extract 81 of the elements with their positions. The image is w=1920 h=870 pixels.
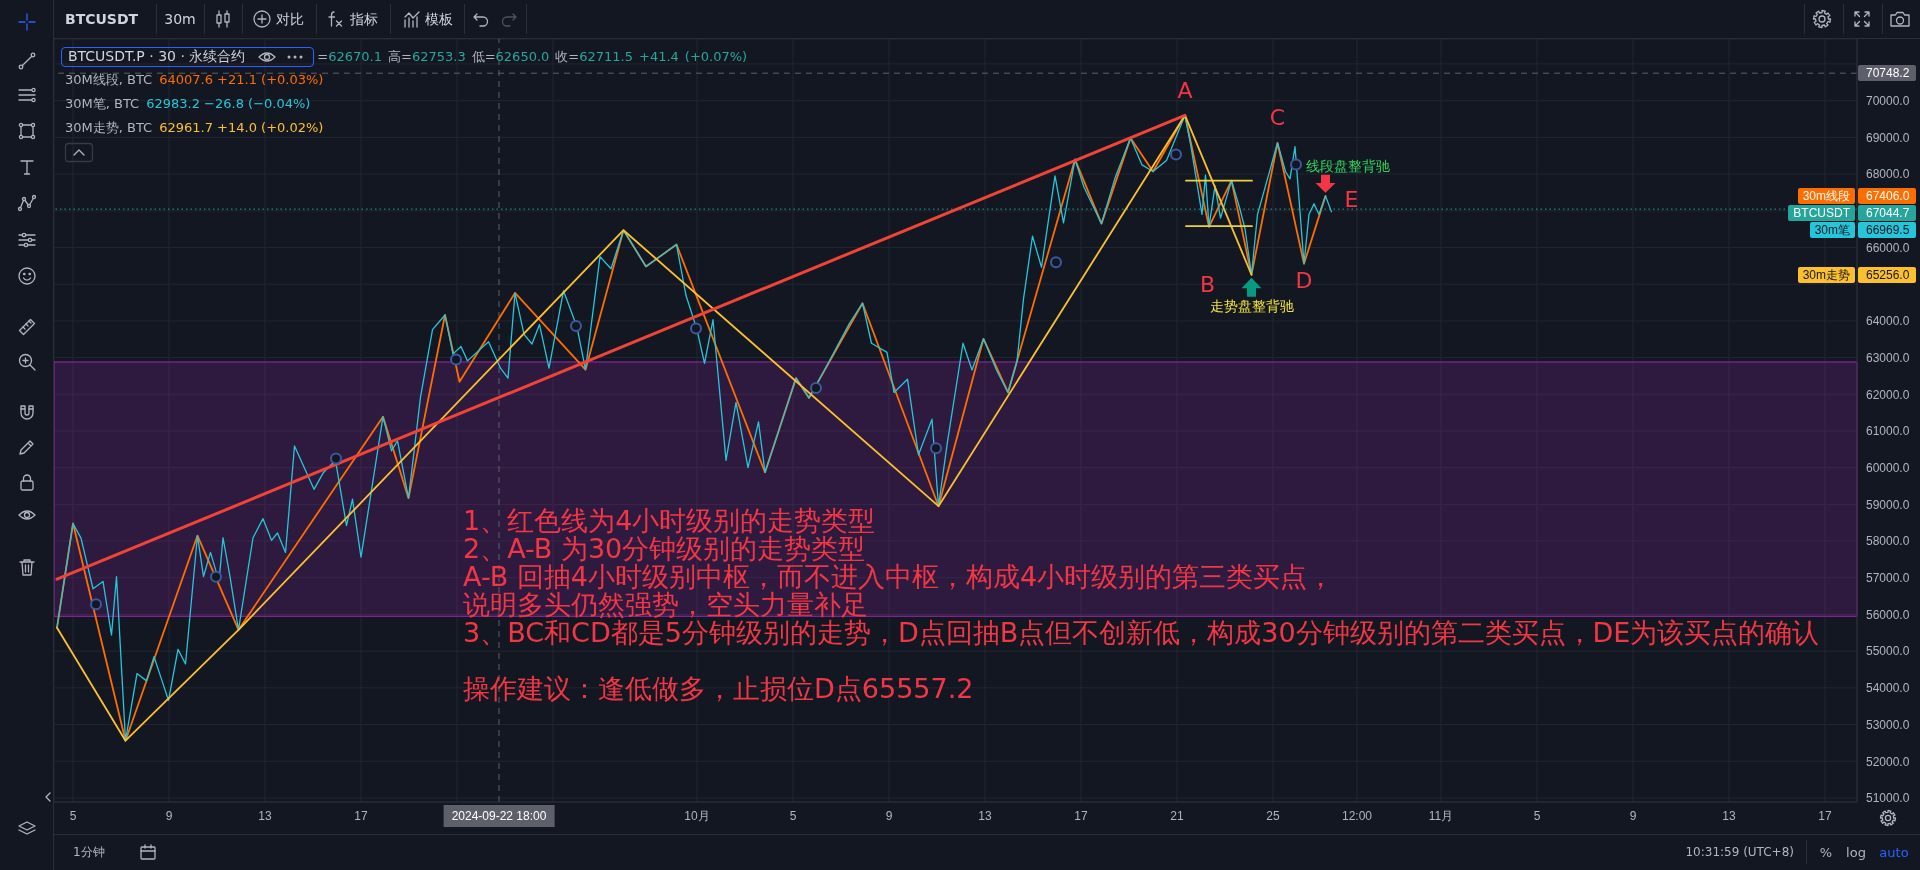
annotation: 2、A-B 为30分钟级别的走势类型 — [463, 533, 866, 564]
annotation: 30M走势, BTC 62961.7 +14.0 (+0.02%) — [65, 120, 324, 135]
legend-label: 30m笔 — [1809, 221, 1855, 238]
y-tick-label: 56000.0 — [1866, 607, 1910, 622]
annotation: D — [1295, 268, 1313, 294]
x-tick-label: 10月 — [684, 808, 710, 823]
text: 66969.5 — [1858, 221, 1916, 238]
y-tick-label: 69000.0 — [1866, 130, 1910, 145]
x-tick-label: 5 — [1533, 808, 1541, 823]
x-tick-label: 9 — [1629, 808, 1637, 823]
ref-line-label: 67044.7 — [1858, 204, 1916, 221]
point — [570, 320, 582, 332]
point — [1290, 158, 1302, 171]
x-tick-label: 5 — [69, 808, 77, 823]
ref-line-label: 2024-09-22 18:00 — [443, 805, 555, 827]
x-tick-label: 11月 — [1428, 808, 1454, 823]
y-tick-label: 62000.0 — [1866, 387, 1910, 402]
text: 10:31:59 (UTC+8) — [1685, 844, 1794, 861]
y-tick-label: 57000.0 — [1866, 571, 1910, 586]
annotation: 30M笔, BTC 62983.2 −26.8 (−0.04%) — [65, 96, 311, 111]
y-tick-label: 59000.0 — [1866, 497, 1910, 512]
y-tick-label: 68000.0 — [1866, 167, 1910, 182]
text: =62670.1 高=62753.3 低=62650.0 收=62711.5 +41.4 (+0.07%) — [317, 49, 748, 64]
text: 67406.0 — [1858, 187, 1916, 204]
text: auto — [1879, 844, 1909, 862]
y-tick-label: 53000.0 — [1866, 717, 1910, 732]
y-tick-label: 51000.0 — [1866, 791, 1910, 806]
point — [90, 598, 102, 611]
x-tick-label: 9 — [885, 808, 893, 823]
x-tick-label: 9 — [165, 808, 173, 823]
x-tick-label: 13 — [258, 808, 272, 823]
annotation: B — [1199, 272, 1216, 298]
y-tick-label: 66000.0 — [1866, 240, 1910, 255]
y-tick-label: 54000.0 — [1866, 681, 1910, 696]
x-tick-label: 17 — [1074, 808, 1088, 823]
legend-label: 30m线段 — [1797, 187, 1855, 204]
text: % — [1819, 844, 1833, 862]
x-tick-label: 5 — [789, 808, 797, 823]
text: log — [1846, 844, 1866, 862]
point — [210, 570, 222, 583]
x-tick-label: 13 — [1722, 808, 1736, 823]
x-tick-label: 12:00 — [1341, 808, 1373, 823]
point — [930, 442, 942, 455]
y-tick-label: 63000.0 — [1866, 350, 1910, 365]
legend-label: 30m走势 — [1797, 266, 1855, 283]
point — [690, 322, 702, 335]
annotation: 操作建议：逢低做多，止损位D点65557.2 — [463, 673, 974, 704]
text: 对比 — [276, 10, 304, 29]
point — [1170, 148, 1182, 161]
annotation: A — [1177, 77, 1193, 103]
annotation: E — [1344, 187, 1359, 213]
annotation: 线段盘整背驰 — [1305, 157, 1390, 174]
annotation: BTCUSDT — [1788, 204, 1855, 221]
y-tick-label: 52000.0 — [1866, 754, 1910, 769]
y-tick-label: 60000.0 — [1866, 460, 1910, 475]
y-tick-label: 55000.0 — [1866, 644, 1910, 659]
text: 指标 — [350, 10, 378, 29]
text: 30m — [164, 10, 196, 29]
annotation: 1、红色线为4小时级别的走势类型 — [463, 505, 876, 536]
x-tick-label: 25 — [1266, 808, 1280, 823]
text: 模板 — [425, 10, 453, 29]
ref-line-label: 70748.2 — [1858, 65, 1916, 82]
point — [1050, 256, 1062, 269]
text: 1分钟 — [73, 844, 105, 861]
x-tick-label: 21 — [1170, 808, 1184, 823]
point — [810, 382, 822, 395]
y-tick-label: 61000.0 — [1866, 424, 1910, 439]
y-tick-label: 64000.0 — [1866, 314, 1910, 329]
annotation: C — [1269, 105, 1286, 131]
text: BTCUSDT.P · 30 · 永续合约 — [68, 48, 246, 66]
annotation: 30M线段, BTC 64007.6 +21.1 (+0.03%) — [65, 72, 324, 87]
point — [450, 353, 462, 366]
text: 65256.0 — [1858, 266, 1916, 283]
annotation: 走势盘整背驰 — [1209, 297, 1294, 314]
y-tick-label: 58000.0 — [1866, 534, 1910, 549]
x-tick-label: 13 — [978, 808, 992, 823]
text: BTCUSDT — [65, 10, 139, 29]
point — [330, 452, 342, 465]
x-tick-label: 17 — [354, 808, 368, 823]
y-tick-label: 70000.0 — [1866, 93, 1910, 108]
x-tick-label: 17 — [1818, 808, 1832, 823]
